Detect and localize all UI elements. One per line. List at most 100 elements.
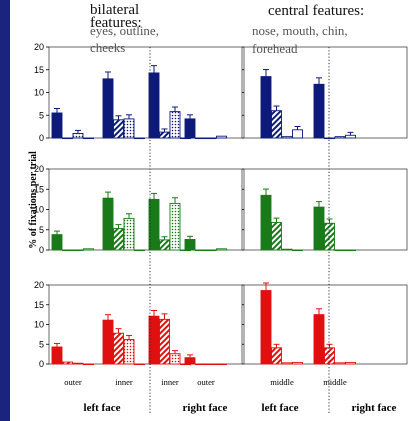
left-panel-bar — [62, 361, 73, 365]
left-panel-bar — [113, 119, 124, 139]
left-panel-bar — [72, 132, 84, 139]
right-panel-bar — [281, 362, 293, 365]
right-panel-bar — [313, 206, 325, 251]
right-panel-bar — [324, 347, 335, 365]
left-panel-frame — [48, 46, 243, 139]
slide-sidebar-bar — [0, 0, 10, 421]
group-label: outer — [64, 377, 82, 387]
left-panel-bar — [62, 137, 73, 140]
y-tick-label: 20 — [34, 280, 44, 290]
right-panel-bar — [292, 129, 303, 139]
right-panel-bar — [345, 134, 356, 139]
right-panel-bar — [292, 249, 303, 252]
y-tick-label: 5 — [39, 225, 44, 235]
right-panel-bar — [271, 347, 282, 365]
right-panel-bar — [271, 110, 282, 139]
y-tick-label: 20 — [34, 164, 44, 174]
right-panel-bar — [260, 194, 272, 251]
left-panel-bar — [148, 198, 160, 251]
right-panel-bar — [334, 136, 346, 139]
left-panel-bar — [184, 239, 196, 251]
y-tick-label: 15 — [34, 300, 44, 310]
left-panel-bar — [205, 249, 217, 252]
group-label: middle — [323, 377, 347, 387]
left-panel-bar — [123, 118, 135, 139]
left-panel-bar — [62, 249, 73, 252]
y-tick-label: 10 — [34, 88, 44, 98]
left-panel-bar — [102, 197, 114, 251]
left-panel-bar — [216, 248, 227, 251]
face-label: right face — [183, 402, 228, 414]
central-title: central features: — [268, 3, 365, 19]
face-label: left face — [262, 402, 299, 414]
left-panel-bar — [51, 112, 63, 139]
right-panel-bar — [313, 314, 325, 365]
left-panel-bar — [134, 249, 145, 252]
group-label: inner — [161, 377, 179, 387]
right-panel-bar — [313, 83, 325, 139]
left-panel-bar — [102, 78, 114, 139]
y-tick-label: 10 — [34, 320, 44, 330]
group-label: outer — [197, 377, 215, 387]
right-panel-bar — [324, 222, 335, 251]
left-panel-bar — [148, 72, 160, 139]
y-tick-label: 15 — [34, 65, 44, 75]
left-panel-bar — [123, 217, 135, 251]
right-panel-bar — [281, 136, 293, 139]
group-label: inner — [115, 377, 133, 387]
bilateral-title: bilateral features: — [90, 2, 142, 31]
y-tick-label: 0 — [39, 133, 44, 143]
group-label: middle — [270, 377, 294, 387]
left-panel-bar — [123, 339, 135, 365]
left-panel-bar — [113, 332, 124, 365]
left-panel-bar — [134, 363, 145, 366]
left-panel-bar — [51, 234, 63, 251]
right-panel-bar — [345, 361, 356, 365]
left-panel-bar — [195, 249, 206, 252]
left-panel-bar — [216, 135, 227, 139]
left-panel-bar — [159, 318, 170, 365]
left-panel-bar — [159, 239, 170, 251]
face-label: left face — [84, 402, 121, 414]
left-panel-bar — [184, 118, 196, 139]
left-panel-bar — [148, 315, 160, 365]
left-panel-bar — [83, 248, 94, 251]
left-panel-frame — [48, 168, 243, 251]
left-panel-bar — [195, 137, 206, 140]
left-panel-bar — [205, 363, 217, 366]
right-panel-bar — [334, 249, 346, 252]
right-panel-bar — [260, 76, 272, 139]
left-panel-bar — [134, 137, 145, 140]
right-panel-bar — [334, 362, 346, 365]
left-panel-bar — [51, 346, 63, 365]
y-tick-label: 10 — [34, 205, 44, 215]
right-panel-bar — [281, 248, 293, 251]
y-axis-label: % of fixations per trial — [28, 151, 39, 249]
left-panel-bar — [205, 137, 217, 140]
left-panel-bar — [83, 137, 94, 140]
left-panel-frame — [48, 284, 243, 365]
left-panel-bar — [72, 249, 84, 252]
y-tick-label: 5 — [39, 110, 44, 120]
left-panel-bar — [195, 363, 206, 366]
right-panel-bar — [345, 249, 356, 252]
right-panel-bar — [292, 361, 303, 365]
left-panel-bar — [83, 363, 94, 366]
left-panel-bar — [216, 363, 227, 366]
bilateral-subtitle: eyes, outline, cheeks — [90, 23, 159, 55]
left-panel-bar — [159, 131, 170, 139]
right-panel-bar — [260, 290, 272, 365]
y-tick-label: 0 — [39, 245, 44, 255]
left-panel-bar — [169, 202, 181, 251]
central-subtitle: nose, mouth, chin, forehead — [252, 23, 348, 56]
right-panel-bar — [324, 137, 335, 140]
left-panel-bar — [102, 319, 114, 365]
y-tick-label: 20 — [34, 42, 44, 52]
left-panel-bar — [72, 362, 84, 365]
left-panel-bar — [169, 353, 181, 365]
y-tick-label: 0 — [39, 359, 44, 369]
left-panel-bar — [169, 111, 181, 139]
left-panel-bar — [113, 228, 124, 251]
left-panel-bar — [184, 357, 196, 365]
